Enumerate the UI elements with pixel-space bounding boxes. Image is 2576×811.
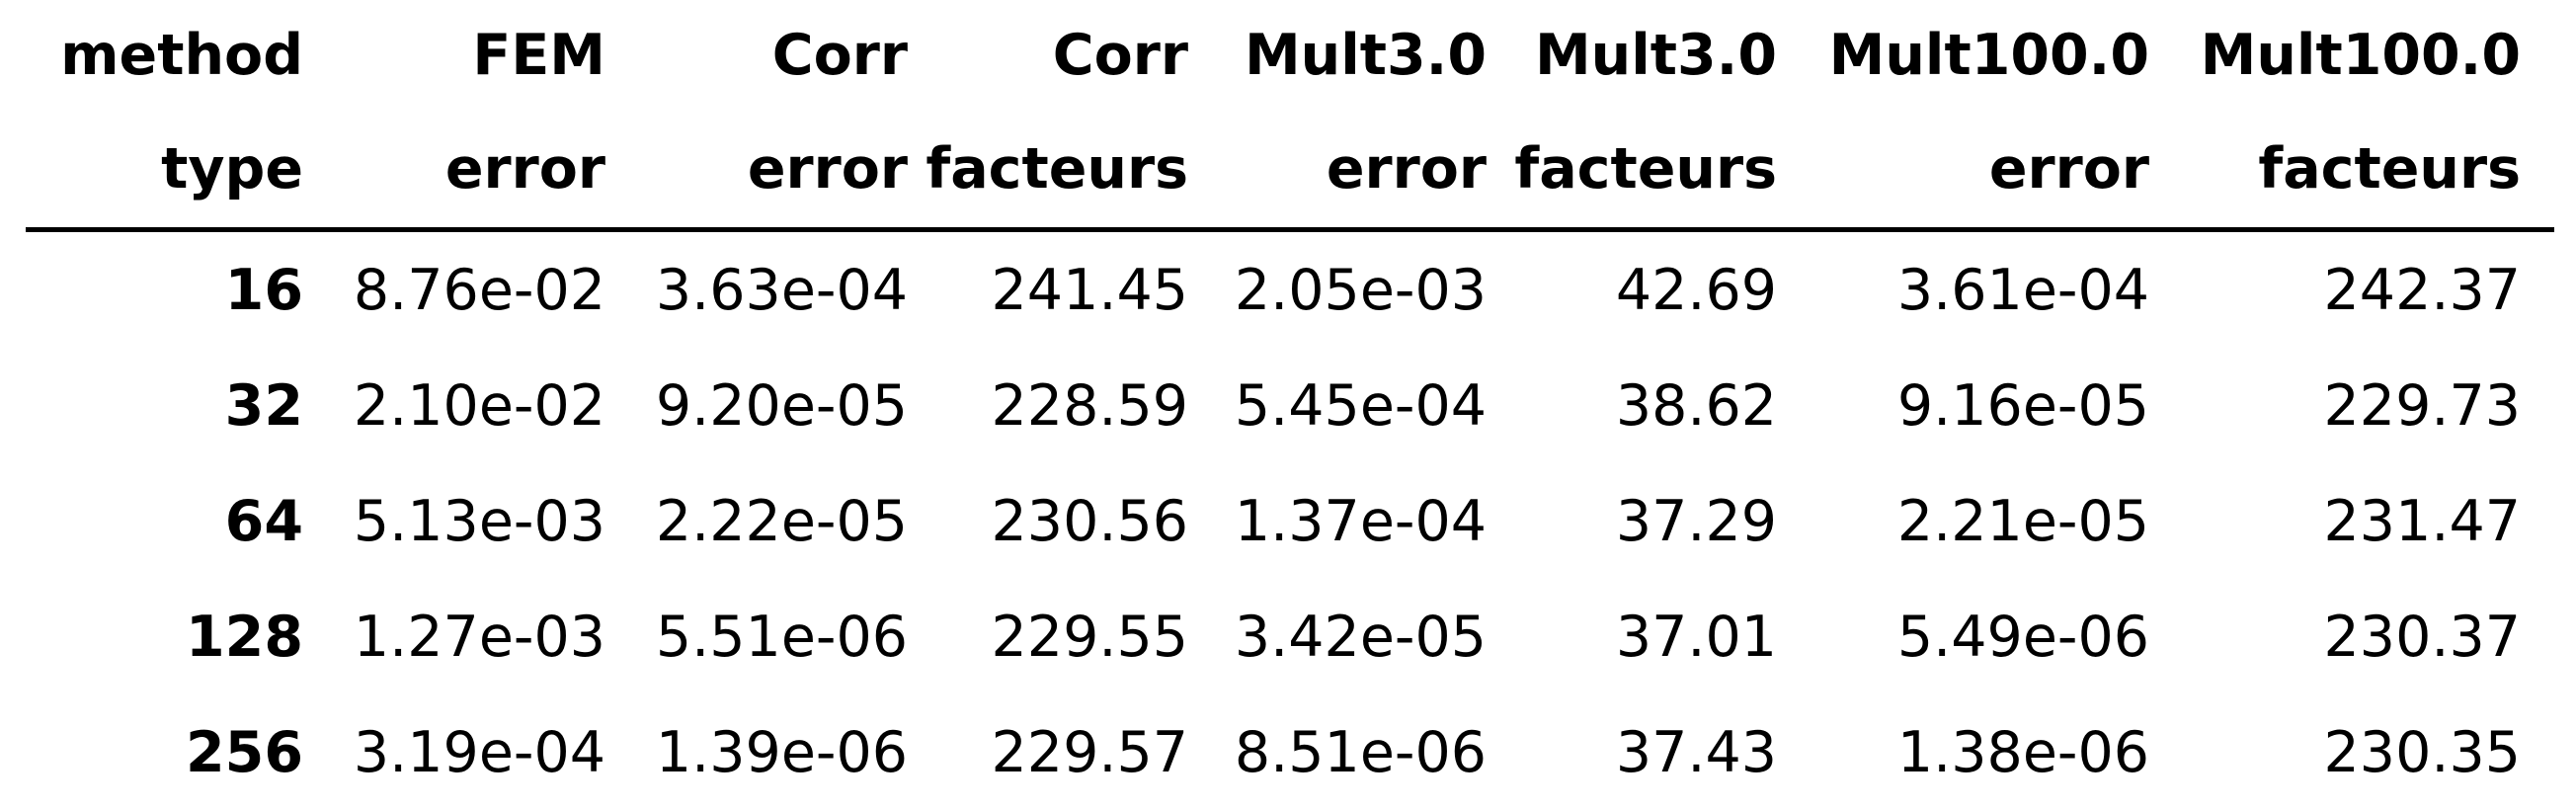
header-cell: Corr <box>916 0 1196 112</box>
row-label: 64 <box>26 464 311 580</box>
table-row: 128 1.27e-03 5.51e-06 229.55 3.42e-05 37… <box>26 580 2554 695</box>
table-row: 256 3.19e-04 1.39e-06 229.57 8.51e-06 37… <box>26 695 2554 811</box>
row-spacer <box>2529 230 2554 350</box>
table-body: 16 8.76e-02 3.63e-04 241.45 2.05e-03 42.… <box>26 230 2554 811</box>
header-spacer <box>2529 0 2554 112</box>
row-spacer <box>2529 349 2554 464</box>
table-cell: 230.37 <box>2157 580 2529 695</box>
header-cell: error <box>311 112 613 230</box>
table-cell: 37.29 <box>1494 464 1785 580</box>
header-cell: Mult3.0 <box>1196 0 1494 112</box>
table-cell: 9.16e-05 <box>1785 349 2157 464</box>
results-table-container: method FEM Corr Corr Mult3.0 Mult3.0 Mul… <box>26 0 2554 811</box>
table-cell: 1.27e-03 <box>311 580 613 695</box>
table-cell: 1.39e-06 <box>613 695 916 811</box>
table-cell: 3.63e-04 <box>613 230 916 350</box>
header-cell: Mult3.0 <box>1494 0 1785 112</box>
row-spacer <box>2529 580 2554 695</box>
table-cell: 1.37e-04 <box>1196 464 1494 580</box>
table-cell: 5.45e-04 <box>1196 349 1494 464</box>
table-cell: 5.49e-06 <box>1785 580 2157 695</box>
header-cell: facteurs <box>2157 112 2529 230</box>
header-cell: error <box>1785 112 2157 230</box>
header-row-1: method FEM Corr Corr Mult3.0 Mult3.0 Mul… <box>26 0 2554 112</box>
row-label: 256 <box>26 695 311 811</box>
row-label: 128 <box>26 580 311 695</box>
table-header: method FEM Corr Corr Mult3.0 Mult3.0 Mul… <box>26 0 2554 230</box>
table-cell: 1.38e-06 <box>1785 695 2157 811</box>
table-cell: 2.22e-05 <box>613 464 916 580</box>
table-cell: 2.10e-02 <box>311 349 613 464</box>
table-cell: 242.37 <box>2157 230 2529 350</box>
row-spacer <box>2529 464 2554 580</box>
row-spacer <box>2529 695 2554 811</box>
row-label: 32 <box>26 349 311 464</box>
header-cell: facteurs <box>1494 112 1785 230</box>
table-row: 16 8.76e-02 3.63e-04 241.45 2.05e-03 42.… <box>26 230 2554 350</box>
header-row-2: type error error facteurs error facteurs… <box>26 112 2554 230</box>
header-cell: Corr <box>613 0 916 112</box>
header-cell: type <box>26 112 311 230</box>
table-cell: 229.57 <box>916 695 1196 811</box>
table-cell: 241.45 <box>916 230 1196 350</box>
row-label: 16 <box>26 230 311 350</box>
header-cell: error <box>613 112 916 230</box>
table-cell: 38.62 <box>1494 349 1785 464</box>
table-cell: 42.69 <box>1494 230 1785 350</box>
header-cell: Mult100.0 <box>1785 0 2157 112</box>
header-spacer <box>2529 112 2554 230</box>
table-cell: 9.20e-05 <box>613 349 916 464</box>
table-cell: 231.47 <box>2157 464 2529 580</box>
table-cell: 3.42e-05 <box>1196 580 1494 695</box>
table-cell: 229.73 <box>2157 349 2529 464</box>
results-table: method FEM Corr Corr Mult3.0 Mult3.0 Mul… <box>26 0 2554 811</box>
table-cell: 2.05e-03 <box>1196 230 1494 350</box>
table-cell: 230.35 <box>2157 695 2529 811</box>
table-cell: 229.55 <box>916 580 1196 695</box>
table-cell: 230.56 <box>916 464 1196 580</box>
table-cell: 37.43 <box>1494 695 1785 811</box>
table-cell: 8.76e-02 <box>311 230 613 350</box>
table-row: 64 5.13e-03 2.22e-05 230.56 1.37e-04 37.… <box>26 464 2554 580</box>
table-cell: 2.21e-05 <box>1785 464 2157 580</box>
table-cell: 3.19e-04 <box>311 695 613 811</box>
header-cell: error <box>1196 112 1494 230</box>
header-cell: FEM <box>311 0 613 112</box>
header-cell: Mult100.0 <box>2157 0 2529 112</box>
table-row: 32 2.10e-02 9.20e-05 228.59 5.45e-04 38.… <box>26 349 2554 464</box>
table-cell: 37.01 <box>1494 580 1785 695</box>
header-cell: method <box>26 0 311 112</box>
table-cell: 8.51e-06 <box>1196 695 1494 811</box>
table-cell: 5.13e-03 <box>311 464 613 580</box>
table-cell: 228.59 <box>916 349 1196 464</box>
table-cell: 3.61e-04 <box>1785 230 2157 350</box>
table-cell: 5.51e-06 <box>613 580 916 695</box>
header-cell: facteurs <box>916 112 1196 230</box>
